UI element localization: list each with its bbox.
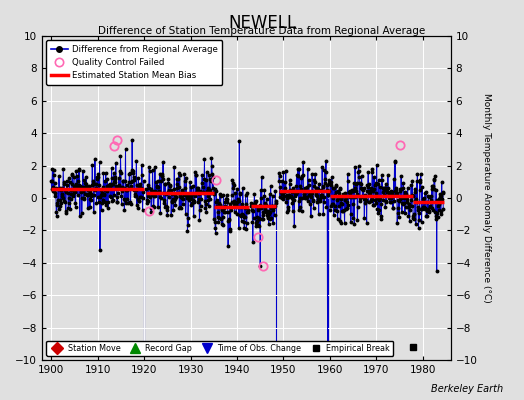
Text: NEWELL: NEWELL xyxy=(228,14,296,32)
Text: Difference of Station Temperature Data from Regional Average: Difference of Station Temperature Data f… xyxy=(99,26,425,36)
Y-axis label: Monthly Temperature Anomaly Difference (°C): Monthly Temperature Anomaly Difference (… xyxy=(482,93,490,303)
Text: Berkeley Earth: Berkeley Earth xyxy=(431,384,503,394)
Legend: Station Move, Record Gap, Time of Obs. Change, Empirical Break: Station Move, Record Gap, Time of Obs. C… xyxy=(46,340,393,356)
